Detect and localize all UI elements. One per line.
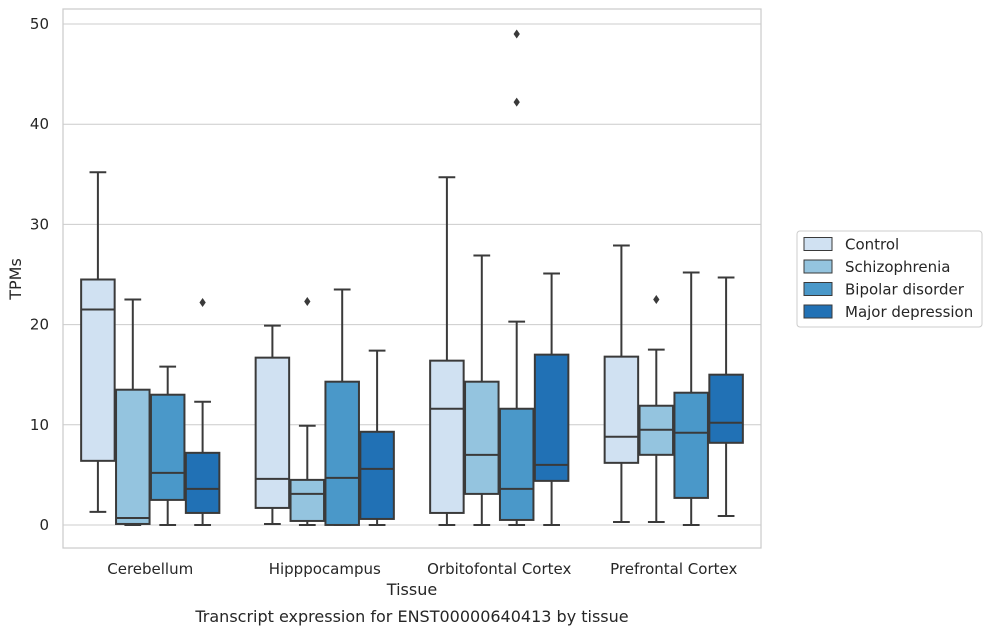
outlier-point: [653, 295, 660, 305]
legend-swatch: [803, 237, 833, 251]
box-bipolar-disorder: [673, 271, 709, 526]
iqr-box: [289, 478, 326, 522]
box-control: [603, 244, 640, 523]
box-bipolar-disorder: [324, 288, 360, 526]
iqr-box: [80, 278, 116, 462]
box-major-depression: [533, 272, 570, 526]
iqr-box: [115, 388, 151, 525]
box-major-depression: [708, 276, 744, 517]
box-bipolar-disorder: [149, 365, 186, 526]
y-axis-label: TPMs: [6, 258, 25, 301]
box-bipolar-disorder: [498, 29, 535, 526]
iqr-box: [498, 407, 535, 521]
box-schizophrenia: [464, 254, 500, 526]
iqr-box: [708, 373, 744, 444]
iqr-box: [359, 430, 395, 520]
y-tick-label: 20: [30, 316, 49, 334]
iqr-box: [184, 451, 221, 514]
box-schizophrenia: [115, 298, 151, 526]
box-control: [429, 176, 465, 526]
legend-label: Bipolar disorder: [845, 281, 965, 299]
iqr-box: [464, 380, 500, 495]
legend-label: Major depression: [845, 303, 973, 321]
iqr-box: [673, 391, 709, 499]
y-tick-labels: 0 10 20 30 40 50: [30, 15, 49, 534]
outlier-point: [304, 297, 311, 307]
x-axis-label: Tissue: [386, 580, 437, 599]
y-tick-label: 50: [30, 15, 49, 33]
iqr-box: [254, 356, 291, 509]
y-tick-label: 0: [39, 516, 49, 534]
legend-swatch: [803, 304, 833, 319]
iqr-box: [533, 353, 570, 482]
outlier-point: [513, 29, 520, 39]
y-tick-label: 30: [30, 215, 49, 233]
plot-border: [62, 8, 762, 549]
x-tick-label: Cerebellum: [107, 560, 193, 578]
legend-label: Control: [845, 236, 899, 254]
box-control: [254, 324, 291, 525]
x-tick-label: Prefrontal Cortex: [610, 560, 737, 578]
outlier-point: [199, 298, 206, 308]
box-major-depression: [359, 349, 395, 526]
legend: Control Schizophrenia Bipolar disorder Majo…: [796, 230, 983, 328]
legend-swatch: [803, 282, 833, 296]
x-tick-label: Hipppocampus: [269, 560, 381, 578]
x-tick-labels: Cerebellum Hipppocampus Orbitofontal Corte…: [107, 560, 737, 578]
outlier-point: [513, 97, 520, 107]
plot-frame: [62, 8, 762, 549]
box-schizophrenia: [638, 295, 675, 523]
iqr-box: [603, 355, 640, 464]
box-major-depression: [184, 298, 221, 526]
box-control: [80, 171, 116, 513]
boxes: [80, 29, 744, 526]
chart-caption: Transcript expression for ENST0000064041…: [194, 607, 628, 626]
legend-label: Schizophrenia: [845, 258, 950, 276]
iqr-box: [429, 359, 465, 514]
y-tick-label: 10: [30, 416, 49, 434]
iqr-box: [149, 393, 186, 501]
iqr-box: [324, 380, 360, 526]
x-tick-label: Orbitofontal Cortex: [427, 560, 571, 578]
legend-swatch: [803, 259, 833, 274]
legend-frame: [796, 230, 983, 328]
box-schizophrenia: [289, 297, 326, 526]
y-tick-label: 40: [30, 115, 49, 133]
